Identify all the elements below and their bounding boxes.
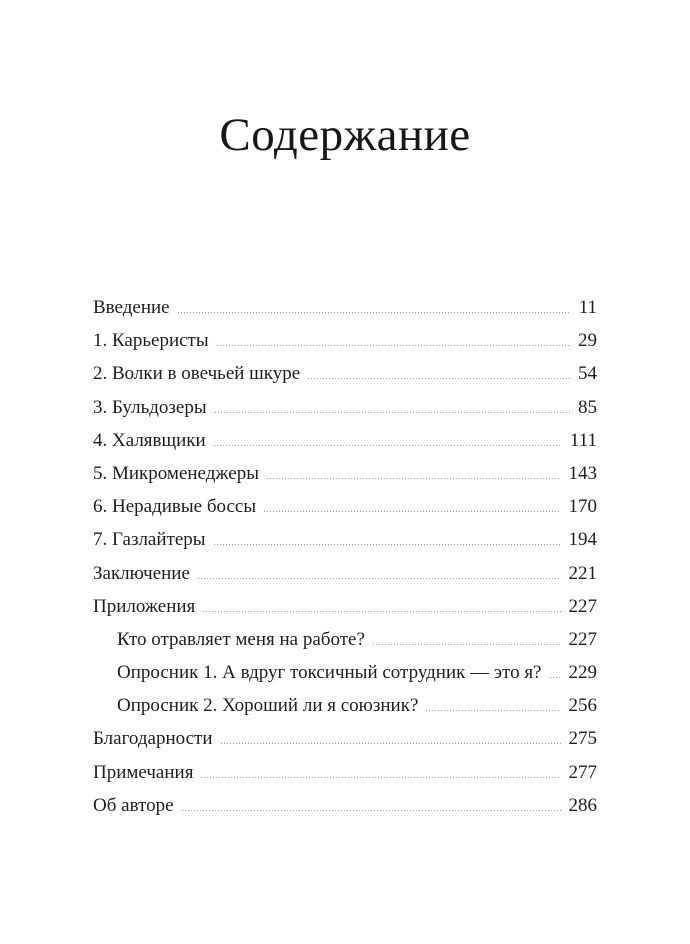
toc-entry-page: 286 — [568, 794, 598, 816]
toc-entry: 1. Карьеристы 29 — [93, 324, 597, 357]
dotted-leader — [177, 312, 571, 313]
toc-entry-label: Приложения — [93, 595, 196, 617]
toc-entry-label: 2. Волки в овечьей шкуре — [93, 363, 301, 385]
toc-entry: 3. Бульдозеры 85 — [93, 391, 597, 424]
toc-entry-label: 3. Бульдозеры — [93, 396, 207, 418]
toc-entry: Примечания 277 — [93, 756, 597, 789]
toc-entry-page: 227 — [568, 595, 598, 617]
toc-entry-label: Опросник 2. Хороший ли я союзник? — [117, 695, 419, 717]
toc-entry-page: 277 — [568, 761, 598, 783]
toc-entry: Опросник 2. Хороший ли я союзник? 256 — [93, 689, 597, 722]
toc-entry-page: 111 — [569, 429, 597, 451]
toc-entry-label: Заключение — [93, 562, 190, 584]
toc-entry-page: 11 — [578, 297, 597, 318]
toc-entry: 6. Нерадивые боссы 170 — [93, 490, 597, 523]
toc-entry-label: 1. Карьеристы — [93, 330, 209, 352]
toc-entry: Введение 11 — [93, 291, 597, 324]
toc-entry-page: 256 — [568, 695, 598, 717]
toc-entry-label: Об авторе — [93, 794, 174, 816]
toc-entry: Приложения 227 — [93, 590, 597, 623]
dotted-leader — [213, 444, 562, 446]
toc-entry-page: 229 — [568, 662, 598, 684]
toc-list: Введение 11 1. Карьеристы 29 2. Волки в … — [93, 291, 597, 822]
dotted-leader — [181, 809, 561, 811]
toc-entry-page: 54 — [578, 363, 597, 385]
dotted-leader — [216, 345, 570, 347]
toc-entry-page: 170 — [568, 496, 598, 518]
dotted-leader — [264, 511, 561, 513]
toc-entry-label: 5. Микроменеджеры — [93, 462, 259, 484]
toc-entry: 7. Газлайтеры 194 — [93, 523, 597, 556]
dotted-leader — [220, 743, 561, 745]
dotted-leader — [203, 610, 561, 612]
dotted-leader — [549, 677, 561, 679]
toc-entry: Благодарности 275 — [93, 722, 597, 755]
toc-entry-label: 7. Газлайтеры — [93, 529, 206, 551]
toc-entry: Заключение 221 — [93, 557, 597, 590]
dotted-leader — [308, 378, 570, 380]
toc-entry-label: Кто отравляет меня на работе? — [117, 628, 365, 650]
toc-entry-label: Примечания — [93, 761, 194, 783]
toc-entry-page: 221 — [568, 562, 598, 584]
toc-entry-page: 275 — [568, 728, 598, 750]
toc-entry: 2. Волки в овечьей шкуре 54 — [93, 357, 597, 390]
toc-entry-label: 6. Нерадивые боссы — [93, 496, 257, 518]
dotted-leader — [201, 776, 561, 778]
toc-entry-page: 85 — [578, 396, 597, 418]
dotted-leader — [426, 710, 561, 712]
toc-entry: Опросник 1. А вдруг токсичный сотрудник … — [93, 656, 597, 689]
toc-entry-label: 4. Халявщики — [93, 429, 206, 451]
dotted-leader — [266, 477, 561, 479]
toc-entry-page: 29 — [578, 330, 597, 352]
toc-entry-page: 143 — [568, 462, 598, 484]
page-title: Содержание — [219, 109, 471, 161]
toc-entry-label: Введение — [93, 297, 170, 318]
toc-entry-label: Благодарности — [93, 728, 213, 750]
dotted-leader — [372, 643, 561, 645]
dotted-leader — [214, 411, 570, 413]
toc-entry-page: 194 — [568, 529, 598, 551]
toc-entry: 5. Микроменеджеры 143 — [93, 457, 597, 490]
toc-entry-label: Опросник 1. А вдруг токсичный сотрудник … — [117, 662, 542, 684]
dotted-leader — [213, 544, 561, 546]
dotted-leader — [197, 577, 561, 579]
toc-entry-page: 227 — [568, 628, 598, 650]
toc-entry: 4. Халявщики 111 — [93, 424, 597, 457]
toc-entry: Об авторе 286 — [93, 789, 597, 822]
toc-entry: Кто отравляет меня на работе? 227 — [93, 623, 597, 656]
